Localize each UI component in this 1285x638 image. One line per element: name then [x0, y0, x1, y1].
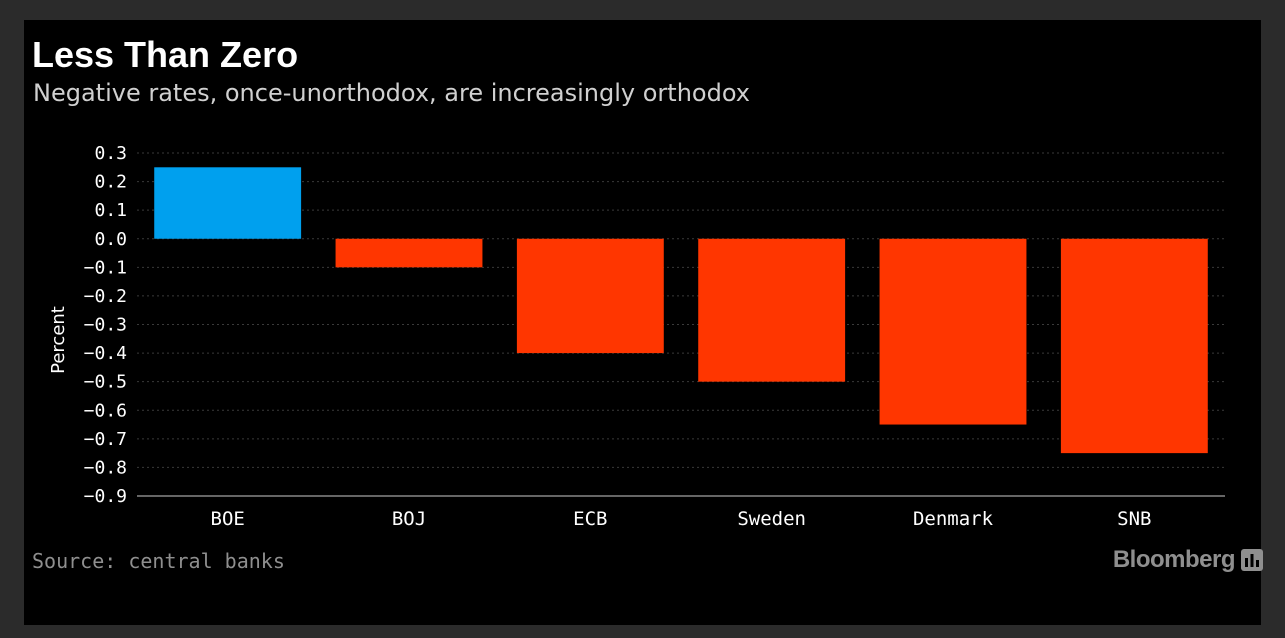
source-note: Source: central banks: [32, 549, 285, 573]
chart-subtitle: Negative rates, once-unorthodox, are inc…: [33, 79, 750, 107]
x-tick-label: BOJ: [392, 508, 426, 530]
bar-boe: [154, 167, 302, 239]
y-tick-label: −0.1: [84, 257, 127, 278]
bar-boj: [335, 238, 483, 268]
axes: 0.3 0.2 0.1 0.0 −0.1 −0.2 −0.3 −0.4 −0.5 −0.6 −0.7…: [84, 143, 1225, 530]
bar-denmark: [879, 238, 1027, 425]
bar-sweden: [698, 238, 846, 382]
gridlines: [137, 152, 1225, 468]
y-tick-label: 0.2: [94, 172, 127, 193]
bloomberg-logo: Bloomberg: [1113, 546, 1263, 574]
x-tick-label: SNB: [1117, 508, 1151, 530]
chart-title: Less Than Zero: [32, 34, 299, 75]
x-tick-label: BOE: [211, 508, 245, 530]
x-tick-label: Sweden: [737, 508, 806, 530]
bar-snb: [1060, 238, 1208, 454]
y-tick-label: −0.4: [84, 343, 127, 364]
y-tick-label: −0.8: [84, 457, 127, 478]
y-tick-label: 0.0: [94, 229, 127, 250]
y-tick-label: −0.2: [84, 286, 127, 307]
bar-ecb: [516, 238, 664, 354]
y-tick-label: 0.1: [94, 200, 127, 221]
y-axis-title: Percent: [48, 306, 69, 374]
x-tick-label: Denmark: [913, 508, 994, 530]
bloomberg-chart-icon: [1241, 549, 1263, 571]
y-tick-label: −0.3: [84, 315, 127, 336]
y-tick-label: −0.9: [84, 486, 127, 507]
y-tick-label: −0.7: [84, 429, 127, 450]
y-tick-label: 0.3: [94, 143, 127, 164]
x-tick-label: ECB: [573, 508, 607, 530]
y-tick-label: −0.6: [84, 400, 127, 421]
y-tick-label: −0.5: [84, 372, 127, 393]
bars: [154, 167, 1208, 454]
brand-name: Bloomberg: [1112, 546, 1236, 573]
